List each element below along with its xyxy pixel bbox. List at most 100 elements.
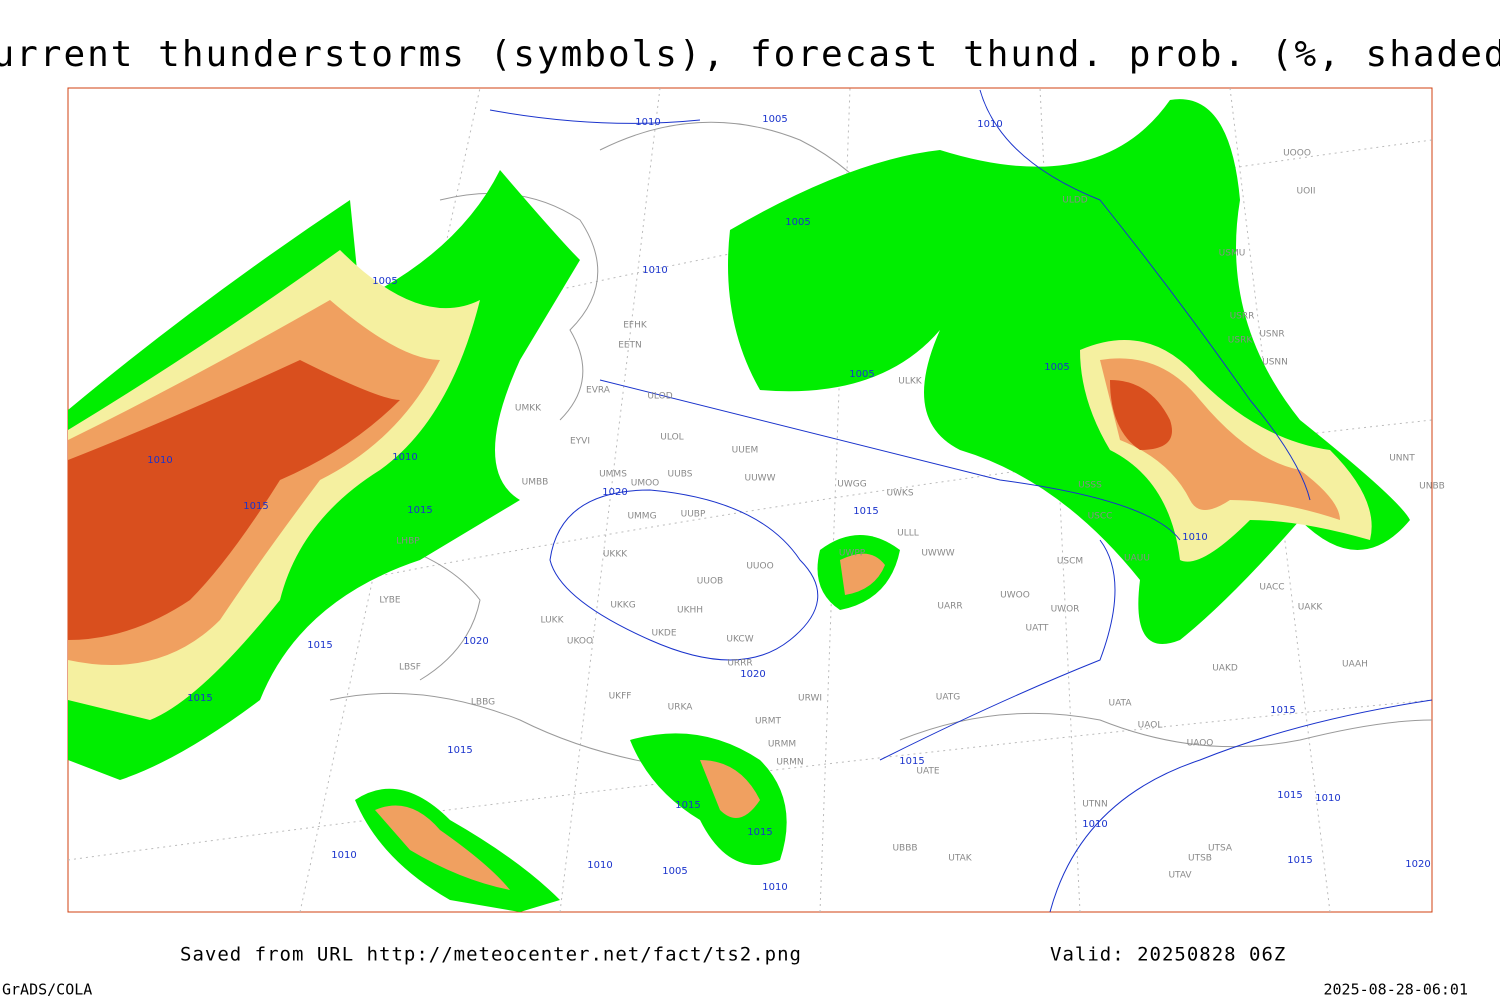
station-label: UTSB [1188, 854, 1212, 864]
station-label: UWGG [837, 480, 866, 490]
station-label: UTSA [1208, 844, 1233, 854]
station-label: UATG [936, 693, 961, 703]
station-label: UWOO [1000, 591, 1030, 601]
station-label: UOII [1297, 187, 1316, 197]
station-label: URMN [776, 758, 803, 768]
station-label: URMT [755, 717, 782, 727]
isobar-label: 1015 [407, 505, 432, 516]
station-label: UKFF [609, 692, 632, 702]
isobar-label: 1005 [785, 217, 810, 228]
station-label: URWI [798, 694, 822, 704]
station-label: USCC [1088, 512, 1113, 522]
isobar-label: 1015 [307, 640, 332, 651]
station-label: UOOO [1283, 149, 1311, 159]
station-label: UMMS [599, 470, 627, 480]
station-label: EETN [618, 341, 642, 351]
station-label: UMBB [522, 478, 549, 488]
station-label: USRK [1228, 336, 1254, 346]
isobar-label: 1020 [740, 669, 765, 680]
station-label: USCM [1057, 557, 1083, 567]
station-label: UATE [916, 767, 940, 777]
station-label: UUOB [697, 577, 723, 587]
station-label: LBBG [471, 698, 495, 708]
station-label: ULKK [898, 377, 923, 387]
station-label: UMKK [515, 404, 542, 414]
software: GrADS/COLA [2, 981, 92, 999]
isobar-label: 1010 [977, 119, 1002, 130]
station-label: USNR [1259, 330, 1284, 340]
isobar-label: 1005 [1044, 362, 1069, 373]
station-label: UKHH [677, 606, 703, 616]
station-label: UUBS [668, 470, 693, 480]
station-label: UARR [937, 602, 962, 612]
station-label: USNN [1262, 358, 1288, 368]
isobar-label: 1015 [675, 800, 700, 811]
probability-shading [68, 99, 1410, 912]
isobar-label: 1010 [392, 452, 417, 463]
isobar-label: 1015 [187, 693, 212, 704]
isobar-label: 1005 [662, 866, 687, 877]
isobar-label: 1010 [1082, 819, 1107, 830]
isobar-label: 1010 [762, 882, 787, 893]
station-label: UACC [1259, 583, 1284, 593]
station-label: UUOO [746, 562, 773, 572]
station-label: UWOR [1051, 605, 1080, 615]
isobar-label: 1005 [762, 114, 787, 125]
station-label: EYVI [570, 437, 590, 447]
station-label: URMM [768, 740, 796, 750]
station-label: USMU [1219, 249, 1246, 259]
title: Current thunderstorms (symbols), forecas… [0, 34, 1500, 75]
station-label: UAKK [1298, 603, 1324, 613]
station-label: URRR [727, 659, 752, 669]
isobar-label: 1015 [447, 745, 472, 756]
station-label: LHBP [396, 537, 420, 547]
isobar-label: 1015 [1287, 855, 1312, 866]
isobar-label: 1010 [1315, 793, 1340, 804]
station-label: UAUU [1124, 554, 1150, 564]
station-label: ULLL [897, 529, 919, 539]
isobar-label: 1015 [853, 506, 878, 517]
saved-url: Saved from URL http://meteocenter.net/fa… [180, 944, 802, 966]
station-label: LYBE [379, 596, 400, 606]
station-label: UAAH [1342, 660, 1368, 670]
isobar-label: 1010 [642, 265, 667, 276]
station-label: LBSF [399, 663, 421, 673]
isobar-label: 1020 [602, 487, 627, 498]
station-label: UMMG [627, 512, 656, 522]
station-label: UWKS [886, 489, 913, 499]
timestamp: 2025-08-28-06:01 [1324, 981, 1469, 999]
station-label: UTAV [1168, 871, 1192, 881]
station-label: UAKD [1212, 664, 1238, 674]
isobar-label: 1010 [1182, 532, 1207, 543]
station-label: UTNN [1082, 800, 1108, 810]
isobar-label: 1010 [635, 117, 660, 128]
isobars [489, 89, 1433, 913]
station-label: UUWW [745, 474, 776, 484]
station-label: UATT [1026, 624, 1049, 634]
station-label: ULOL [660, 433, 683, 443]
station-label: UUEM [732, 446, 759, 456]
isobar-label: 1015 [747, 827, 772, 838]
station-label: UKCW [726, 635, 753, 645]
isobar-label: 1015 [1270, 705, 1295, 716]
station-label: UUBP [681, 510, 706, 520]
station-label: UNBB [1419, 482, 1445, 492]
isobar-label: 1010 [331, 850, 356, 861]
valid-time: Valid: 20250828 06Z [1050, 944, 1286, 966]
station-label: UKKG [610, 601, 635, 611]
station-label: UAOO [1187, 739, 1214, 749]
isobar-label: 1015 [243, 501, 268, 512]
station-label: UAOL [1138, 721, 1163, 731]
isobar-label: 1005 [372, 276, 397, 287]
station-label: UKDE [651, 629, 676, 639]
station-label: EVRA [586, 386, 611, 396]
station-label: UMOO [631, 479, 660, 489]
station-label: UTAK [948, 854, 973, 864]
station-label: URKA [668, 703, 694, 713]
station-label: UWWW [921, 549, 954, 559]
isobar-label: 1020 [463, 636, 488, 647]
station-label: UBBB [892, 844, 917, 854]
coastlines [329, 121, 1433, 771]
station-label: USSS [1078, 481, 1102, 491]
